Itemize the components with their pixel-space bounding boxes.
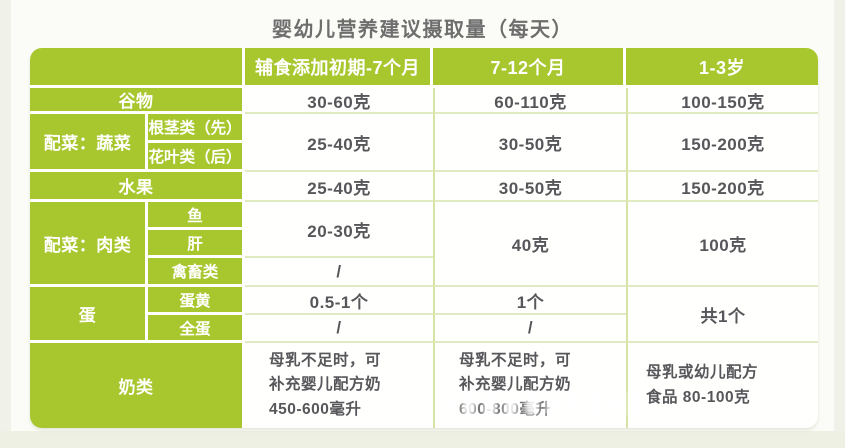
egg-stage3-value: 共1个 xyxy=(626,287,818,343)
meat-stage2-value: 40克 xyxy=(433,202,626,287)
fruit-stage2-value: 30-50克 xyxy=(433,172,626,202)
grain-stage3-value: 100-150克 xyxy=(626,88,818,114)
header-corner-cell xyxy=(30,48,245,88)
meat-liver-label: 肝 xyxy=(148,230,245,258)
vegetable-root-label: 根茎类（先） xyxy=(148,114,245,143)
egg-whole-stage1-value: / xyxy=(245,315,433,343)
header-stage3: 1-3岁 xyxy=(626,48,818,88)
vegetable-stage3-value: 150-200克 xyxy=(626,114,818,172)
egg-whole-stage2-value: / xyxy=(433,315,626,343)
milk-stage2-value: 母乳不足时，可 补充婴儿配方奶 600-800毫升 xyxy=(433,343,626,428)
meat-stage3-value: 100克 xyxy=(626,202,818,287)
vegetable-stage2-value: 30-50克 xyxy=(433,114,626,172)
vegetable-stage1-value: 25-40克 xyxy=(245,114,433,172)
grain-stage1-value: 30-60克 xyxy=(245,88,433,114)
vegetable-group-label: 配菜：蔬菜 xyxy=(30,114,148,172)
fruit-stage1-value: 25-40克 xyxy=(245,172,433,202)
egg-yolk-stage1-value: 0.5-1个 xyxy=(245,287,433,315)
milk-stage3-value: 母乳或幼儿配方 食品 80-100克 xyxy=(626,343,818,428)
egg-yolk-label: 蛋黄 xyxy=(148,287,245,315)
meat-fish-liver-stage1-value: 20-30克 xyxy=(245,202,433,258)
vegetable-leaf-label: 花叶类（后） xyxy=(148,143,245,172)
meat-poultry-stage1-value: / xyxy=(245,258,433,287)
egg-group-label: 蛋 xyxy=(30,287,148,343)
fruit-stage3-value: 150-200克 xyxy=(626,172,818,202)
left-edge-strip xyxy=(0,0,11,448)
fruit-row-label: 水果 xyxy=(30,172,245,202)
header-stage2: 7-12个月 xyxy=(433,48,626,88)
meat-poultry-label: 禽畜类 xyxy=(148,258,245,287)
header-stage1: 辅食添加初期-7个月 xyxy=(245,48,433,88)
right-edge-strip xyxy=(834,0,845,448)
grain-stage2-value: 60-110克 xyxy=(433,88,626,114)
egg-whole-label: 全蛋 xyxy=(148,315,245,343)
meat-fish-label: 鱼 xyxy=(148,202,245,230)
page-title: 婴幼儿营养建议摄取量（每天） xyxy=(272,19,573,41)
milk-stage1-value: 母乳不足时，可 补充婴儿配方奶 450-600毫升 xyxy=(245,343,433,428)
milk-row-label: 奶类 xyxy=(30,343,245,428)
grain-row-label: 谷物 xyxy=(30,88,245,114)
nutrition-table: 辅食添加初期-7个月 7-12个月 1-3岁 谷物 30-60克 60-110克… xyxy=(30,48,818,428)
bottom-background-band xyxy=(0,431,845,448)
meat-group-label: 配菜：肉类 xyxy=(30,202,148,287)
egg-yolk-stage2-value: 1个 xyxy=(433,287,626,315)
